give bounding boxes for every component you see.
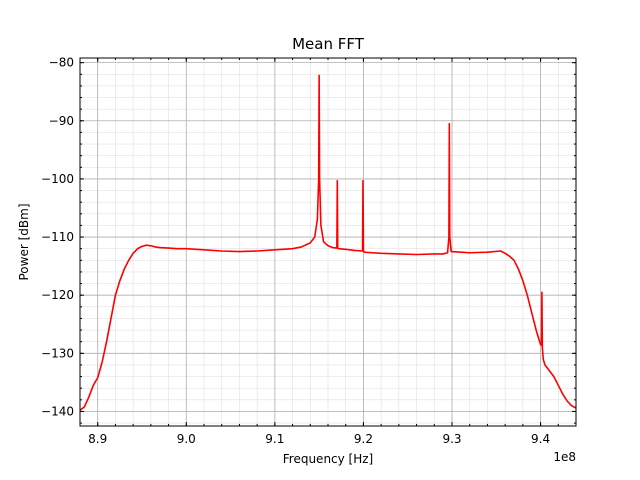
y-tick-label: −80	[49, 56, 74, 70]
y-tick-label: −130	[41, 346, 74, 360]
major-grid	[80, 58, 576, 426]
x-tick-label: 9.4	[531, 432, 550, 446]
y-tick-label: −90	[49, 114, 74, 128]
series-layer	[79, 74, 577, 411]
y-tick-label: −110	[41, 230, 74, 244]
axis-tick-labels: 8.9 9.0 9.1 9.2 9.3 9.4 −140 −130 −120 −110 −100 −9…	[41, 56, 550, 446]
x-tick-label: 9.3	[442, 432, 461, 446]
y-tick-label: −120	[41, 288, 74, 302]
x-tick-label: 9.0	[177, 432, 196, 446]
series-line-0	[79, 74, 577, 411]
y-axis-label: Power [dBm]	[17, 204, 31, 281]
x-tick-label: 9.1	[265, 432, 284, 446]
x-tick-label: 8.9	[88, 432, 107, 446]
y-tick-label: −140	[41, 404, 74, 418]
x-tick-label: 9.2	[354, 432, 373, 446]
y-tick-label: −100	[41, 172, 74, 186]
x-axis-offset-label: 1e8	[553, 450, 576, 464]
chart-title: Mean FFT	[292, 35, 365, 53]
x-axis-label: Frequency [Hz]	[283, 452, 374, 466]
axis-ticks	[80, 58, 577, 426]
